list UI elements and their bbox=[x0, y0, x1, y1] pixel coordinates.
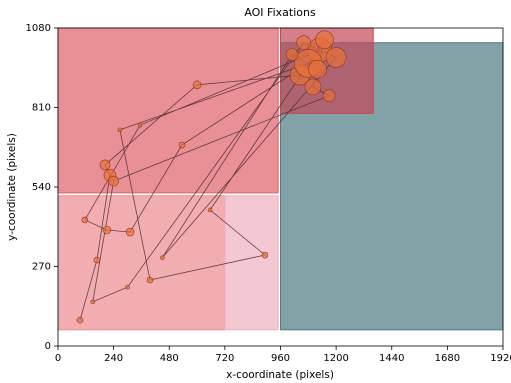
y-axis-label: y-coordinate (pixels) bbox=[6, 133, 18, 241]
x-tick-label: 240 bbox=[104, 353, 123, 364]
fixation bbox=[297, 36, 311, 50]
fixation bbox=[262, 252, 268, 258]
fixation bbox=[305, 79, 321, 95]
fixation bbox=[160, 256, 164, 260]
y-tick-label: 0 bbox=[45, 341, 51, 352]
chart-title: AOI Fixations bbox=[244, 6, 316, 19]
fixation bbox=[82, 217, 88, 223]
fixation bbox=[179, 142, 185, 148]
fixation bbox=[193, 81, 201, 89]
fixation bbox=[208, 208, 212, 212]
x-tick-label: 1200 bbox=[323, 353, 348, 364]
x-tick-label: 1440 bbox=[379, 353, 404, 364]
fixation bbox=[286, 49, 298, 61]
fixation bbox=[109, 176, 119, 186]
fixation bbox=[138, 123, 142, 127]
y-tick-label: 270 bbox=[32, 262, 51, 273]
x-tick-label: 1680 bbox=[435, 353, 460, 364]
fixation bbox=[100, 160, 110, 170]
fixation bbox=[91, 300, 95, 304]
fixation bbox=[316, 31, 334, 49]
chart: AOI Fixations x-coordinate (pixels) y-co… bbox=[0, 0, 511, 383]
fixation bbox=[309, 60, 327, 78]
fixation bbox=[147, 277, 153, 283]
x-tick-label: 960 bbox=[271, 353, 290, 364]
plot-area bbox=[58, 28, 503, 346]
aoi-region bbox=[225, 196, 278, 330]
x-tick-label: 0 bbox=[55, 353, 61, 364]
fixation bbox=[126, 228, 134, 236]
x-tick-label: 480 bbox=[160, 353, 179, 364]
fixation bbox=[323, 90, 335, 102]
x-tick-label: 720 bbox=[215, 353, 234, 364]
fixation bbox=[77, 317, 83, 323]
y-tick-label: 1080 bbox=[26, 23, 51, 34]
fixation bbox=[126, 285, 130, 289]
fixation bbox=[118, 128, 122, 132]
fixation bbox=[103, 226, 111, 234]
y-tick-label: 810 bbox=[32, 103, 51, 114]
fixation bbox=[326, 47, 346, 67]
fixation bbox=[94, 257, 100, 263]
y-tick-label: 540 bbox=[32, 182, 51, 193]
x-axis-label: x-coordinate (pixels) bbox=[226, 369, 334, 381]
